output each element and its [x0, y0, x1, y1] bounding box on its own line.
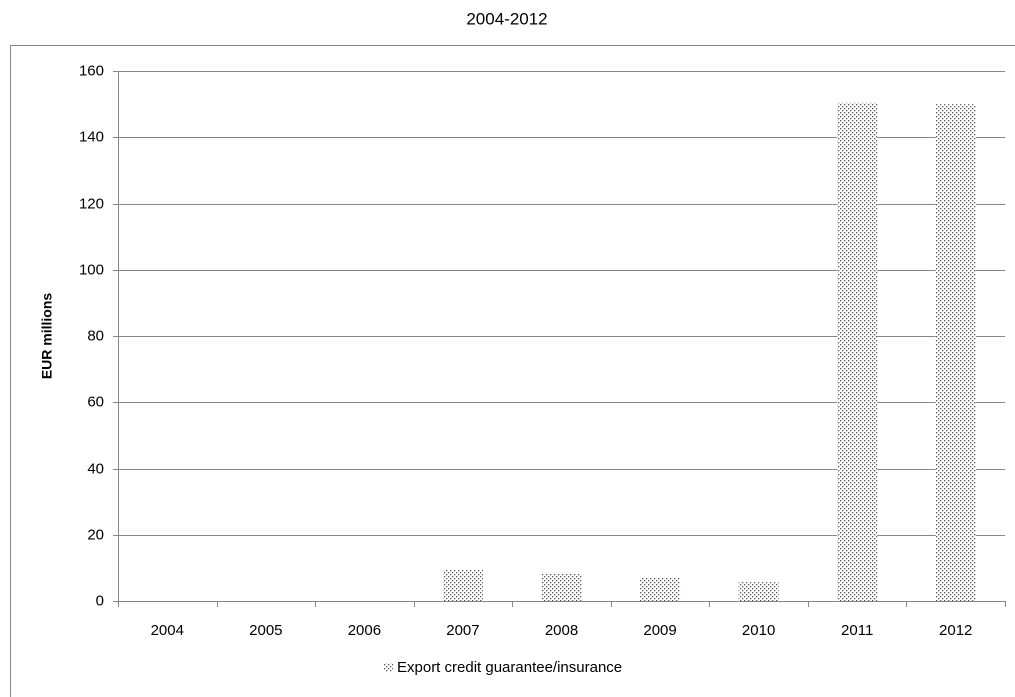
x-tick-label: 2004: [151, 622, 184, 639]
bar: [935, 104, 976, 601]
x-tick-label: 2008: [545, 622, 578, 639]
y-axis-label: EUR millions: [39, 293, 55, 380]
x-tick-label: 2006: [348, 622, 381, 639]
x-tick-label: 2010: [742, 622, 775, 639]
y-tick-label: 80: [87, 327, 104, 344]
y-tick-label: 120: [79, 195, 104, 212]
bar: [738, 582, 779, 601]
bar: [837, 102, 878, 602]
bar: [640, 577, 681, 601]
y-tick-label: 100: [79, 261, 104, 278]
legend-label: Export credit guarantee/insurance: [397, 659, 622, 676]
y-tick-label: 60: [87, 393, 104, 410]
y-tick-label: 0: [96, 592, 104, 609]
x-tick-label: 2009: [643, 622, 676, 639]
x-tick-label: 2012: [939, 622, 972, 639]
bar: [442, 569, 483, 601]
y-tick-label: 140: [79, 128, 104, 145]
x-tick-label: 2011: [841, 622, 873, 639]
x-tick-label: 2007: [446, 622, 479, 639]
x-tick-label: 2005: [249, 622, 282, 639]
chart-title: 2004-2012: [466, 9, 547, 28]
y-tick-label: 160: [79, 62, 104, 79]
bar: [541, 573, 582, 601]
chart-border: [10, 45, 1015, 697]
y-tick-label: 20: [87, 526, 104, 543]
y-tick-label: 40: [87, 460, 104, 477]
legend-swatch: [384, 663, 393, 672]
